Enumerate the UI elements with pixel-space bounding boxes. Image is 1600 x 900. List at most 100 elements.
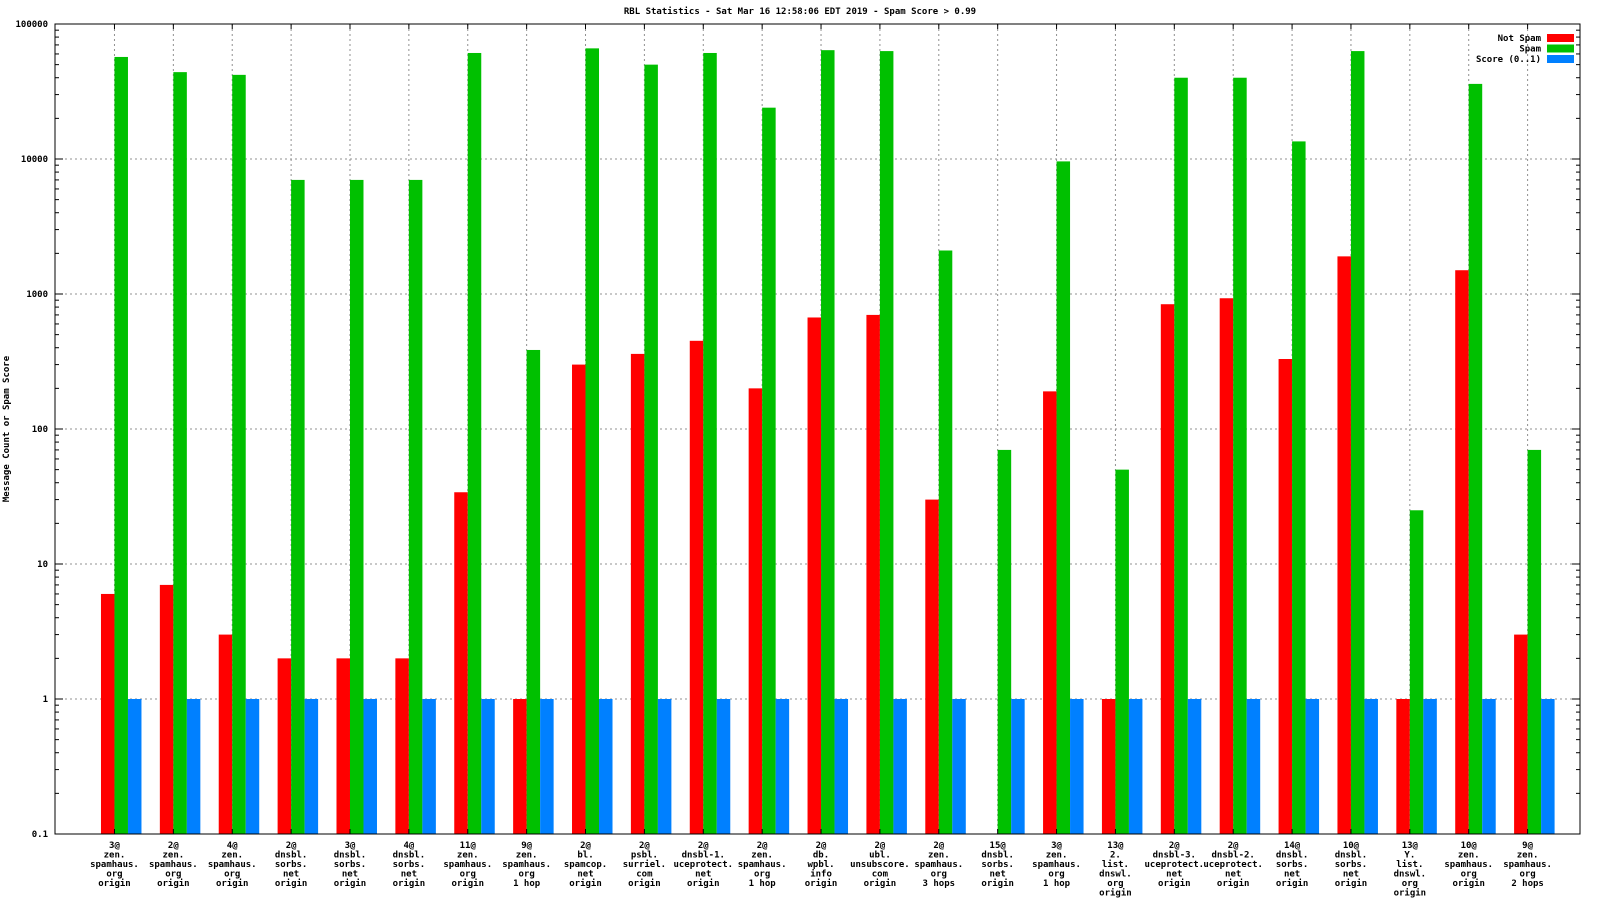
x-category-label: 2@ dnsbl-1. uceprotect. net origin <box>673 841 733 889</box>
x-category-label: 13@ 2. list. dnswl. org origin <box>1099 841 1132 899</box>
bar-score-0-1--5 <box>422 699 436 834</box>
bar-score-0-1--6 <box>481 699 495 834</box>
bar-score-0-1--0 <box>127 699 142 834</box>
bar-spam-10 <box>703 52 717 835</box>
x-category-label: 2@ ubl. unsubscore. com origin <box>850 841 910 889</box>
bar-spam-11 <box>762 107 776 834</box>
bar-spam-23 <box>1468 83 1483 834</box>
legend-label: Not Spam <box>1498 34 1542 44</box>
chart-title: RBL Statistics - Sat Mar 16 12:58:06 EDT… <box>624 6 976 17</box>
bar-score-0-1--20 <box>1305 699 1320 834</box>
y-tick-label: 10 <box>37 560 48 570</box>
x-category-label: 3@ zen. spamhaus. org 1 hop <box>1032 841 1081 889</box>
bar-spam-3 <box>291 179 305 835</box>
x-category-label: 11@ zen. spamhaus. org origin <box>443 841 492 889</box>
bar-spam-4 <box>349 179 364 835</box>
x-category-label: 4@ dnsbl. sorbs. net origin <box>393 841 426 889</box>
bar-score-0-1--1 <box>186 699 201 834</box>
bar-spam-22 <box>1409 510 1424 834</box>
bar-spam-1 <box>173 72 187 834</box>
legend-swatch <box>1547 55 1574 63</box>
bar-spam-5 <box>408 179 423 835</box>
bar-spam-13 <box>879 51 894 834</box>
bar-spam-19 <box>1233 77 1247 834</box>
bar-not-spam-18 <box>1160 304 1175 834</box>
x-category-label: 15@ dnsbl. sorbs. net origin <box>981 841 1014 889</box>
bar-spam-2 <box>232 74 246 835</box>
bar-score-0-1--18 <box>1187 699 1202 834</box>
bar-score-0-1--2 <box>245 699 260 834</box>
bar-spam-7 <box>526 349 541 834</box>
bar-not-spam-21 <box>1337 256 1351 834</box>
bar-spam-8 <box>585 48 600 834</box>
bar-not-spam-19 <box>1219 298 1234 835</box>
x-category-label: 2@ dnsbl-3. uceprotect. net origin <box>1145 841 1205 889</box>
bar-not-spam-16 <box>1043 391 1057 834</box>
x-category-label: 4@ zen. spamhaus. org origin <box>208 841 257 889</box>
y-tick-label: 100000 <box>15 20 48 30</box>
bar-not-spam-10 <box>689 340 704 834</box>
legend-label: Spam <box>1519 45 1541 55</box>
bar-score-0-1--15 <box>1011 699 1025 834</box>
bar-spam-14 <box>938 250 953 835</box>
y-tick-label: 0.1 <box>32 830 48 840</box>
x-category-label: 3@ zen. spamhaus. org origin <box>90 841 139 889</box>
bar-score-0-1--13 <box>893 699 907 834</box>
x-category-label: 9@ zen. spamhaus. org 1 hop <box>502 841 551 889</box>
bar-spam-16 <box>1056 161 1071 835</box>
bar-not-spam-23 <box>1455 270 1469 835</box>
bar-spam-6 <box>467 52 482 835</box>
x-category-label: 10@ dnsbl. sorbs. net origin <box>1335 841 1368 889</box>
bar-spam-17 <box>1115 469 1129 834</box>
bar-score-0-1--19 <box>1246 699 1261 834</box>
y-tick-label: 10000 <box>21 155 48 165</box>
bar-not-spam-0 <box>100 593 115 834</box>
bar-not-spam-11 <box>748 388 763 834</box>
bar-spam-12 <box>821 50 835 834</box>
x-category-label: 2@ bl. spamcop. net origin <box>564 841 607 889</box>
bar-not-spam-14 <box>925 499 939 834</box>
bar-score-0-1--24 <box>1541 699 1555 834</box>
bar-score-0-1--22 <box>1423 699 1437 834</box>
x-category-label: 2@ zen. spamhaus. org 3 hops <box>914 841 963 889</box>
bar-score-0-1--3 <box>304 699 319 834</box>
bar-score-0-1--10 <box>716 699 731 834</box>
legend-swatch <box>1547 34 1574 42</box>
bar-score-0-1--16 <box>1070 699 1084 834</box>
bar-not-spam-8 <box>572 364 586 834</box>
legend-swatch <box>1547 44 1574 53</box>
bar-spam-0 <box>114 56 128 834</box>
bar-score-0-1--11 <box>775 699 790 834</box>
x-category-label: 10@ zen. spamhaus. org origin <box>1444 841 1493 889</box>
x-category-label: 2@ dnsbl-2. uceprotect. net origin <box>1203 841 1263 889</box>
bar-not-spam-4 <box>336 658 350 834</box>
bar-not-spam-7 <box>513 699 527 834</box>
y-tick-label: 1000 <box>26 290 48 300</box>
bar-not-spam-13 <box>866 314 880 835</box>
bar-spam-15 <box>997 449 1012 834</box>
bar-not-spam-1 <box>159 584 174 834</box>
bar-score-0-1--8 <box>599 699 613 834</box>
bar-spam-21 <box>1350 51 1365 834</box>
y-tick-label: 100 <box>32 425 48 435</box>
y-tick-label: 1 <box>43 695 48 705</box>
x-category-label: 2@ zen. spamhaus. org origin <box>149 841 198 889</box>
x-category-label: 2@ psbl. surriel. com origin <box>623 841 666 889</box>
bar-not-spam-24 <box>1514 634 1528 834</box>
x-category-label: 13@ Y. list. dnswl. org origin <box>1394 841 1427 899</box>
y-axis-label: Message Count or Spam Score <box>2 355 12 502</box>
bar-not-spam-9 <box>630 353 645 834</box>
legend-label: Score (0..1) <box>1476 55 1541 65</box>
bar-spam-20 <box>1292 141 1306 835</box>
x-category-label: 9@ zen. spamhaus. org 2 hops <box>1503 841 1552 889</box>
bar-spam-9 <box>644 64 658 835</box>
bar-score-0-1--4 <box>363 699 377 834</box>
bar-score-0-1--12 <box>834 699 849 834</box>
x-category-label: 14@ dnsbl. sorbs. net origin <box>1276 841 1309 889</box>
bar-score-0-1--23 <box>1482 699 1496 834</box>
x-category-label: 2@ zen. spamhaus. org 1 hop <box>738 841 787 889</box>
x-category-label: 2@ db. wpbl. info origin <box>805 841 838 889</box>
bar-not-spam-6 <box>454 492 468 834</box>
bar-not-spam-5 <box>395 658 409 834</box>
